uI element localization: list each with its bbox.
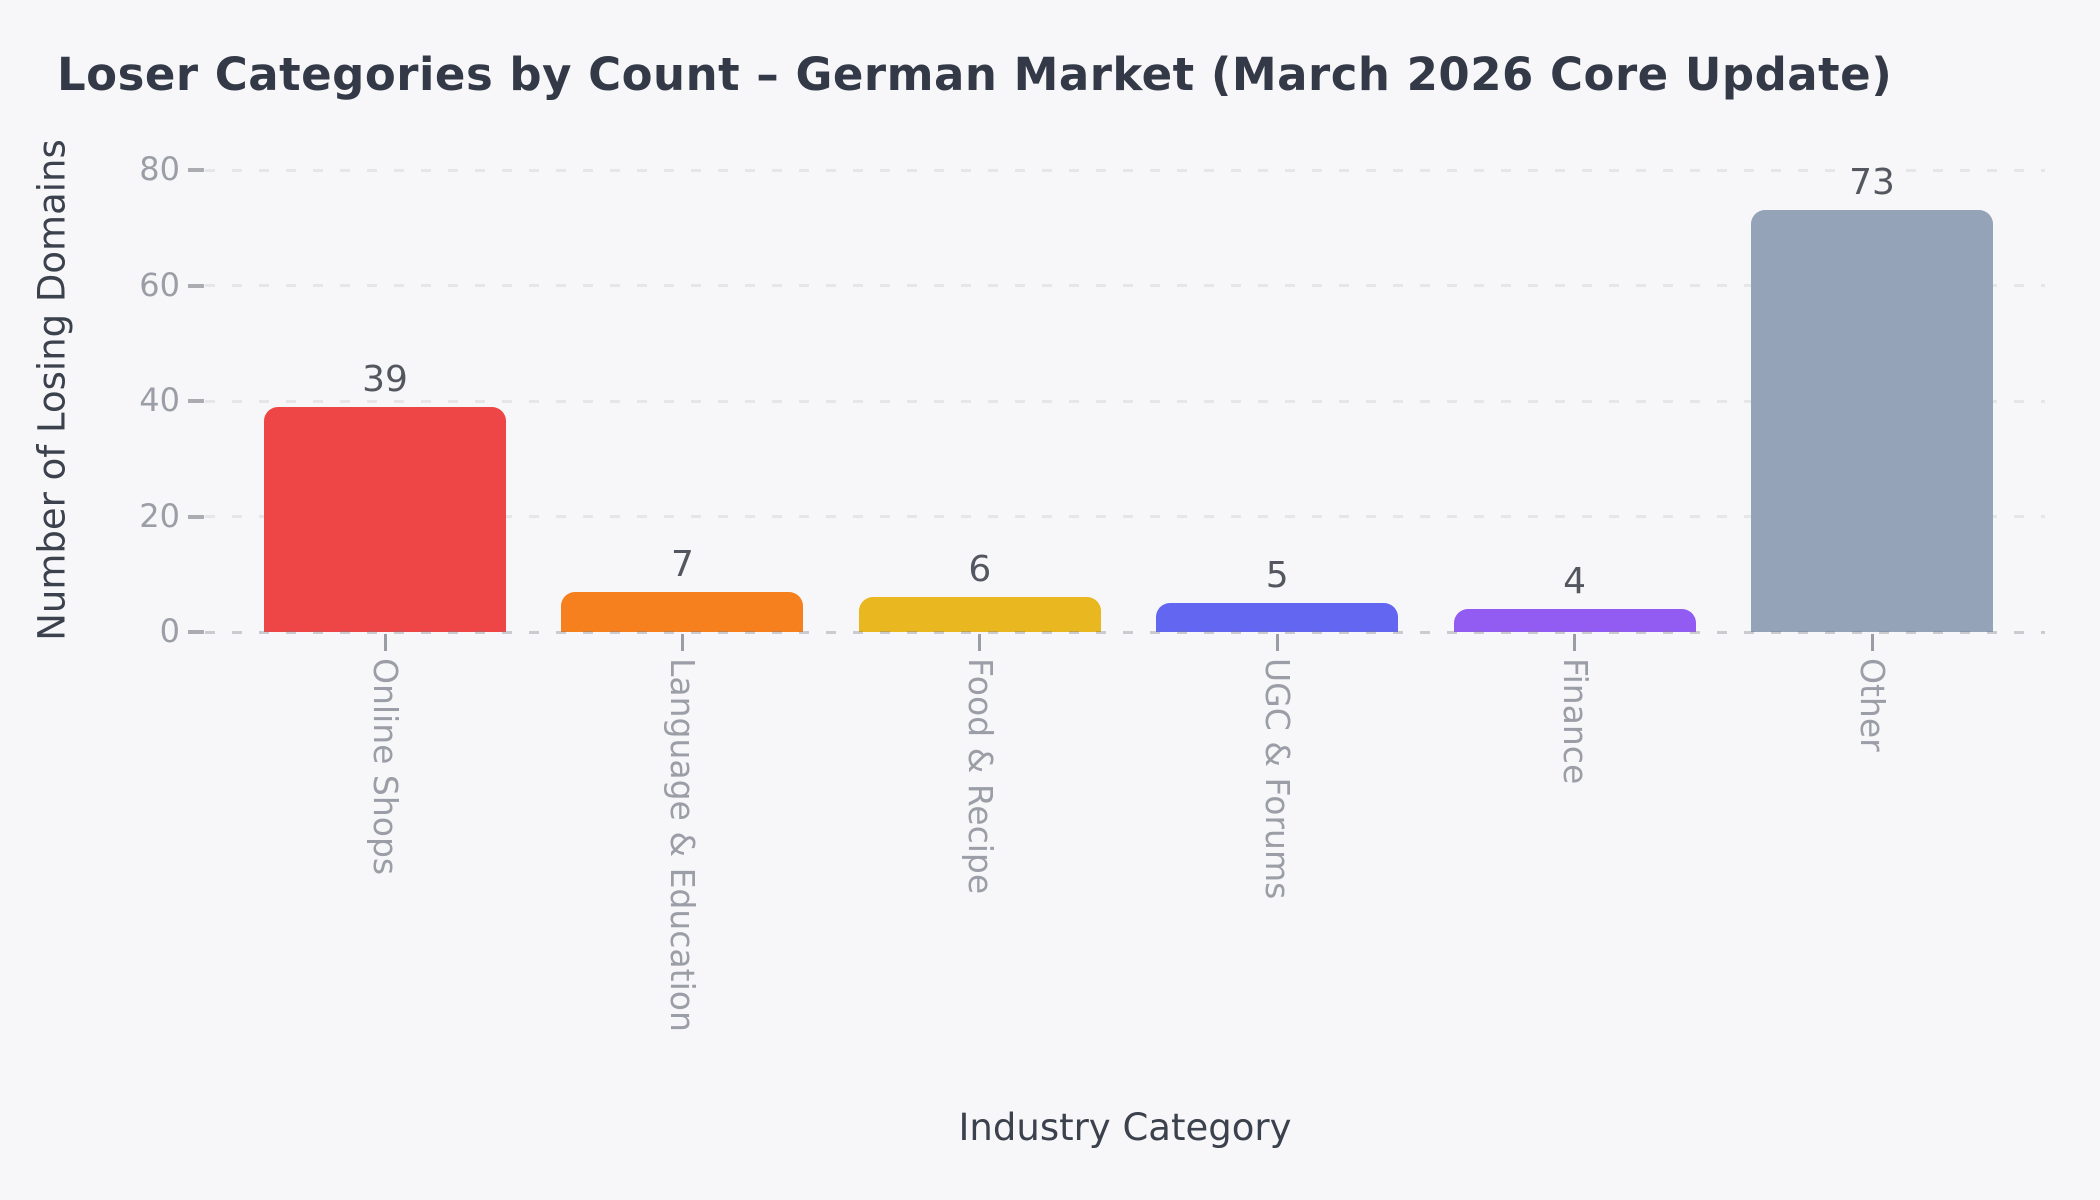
x-tick-mark-finance xyxy=(1573,634,1577,651)
y-tick-label-0: 0 xyxy=(159,612,180,650)
y-tick-mark-20 xyxy=(188,514,204,519)
y-tick-label-60: 60 xyxy=(139,265,180,304)
gridline-20 xyxy=(205,515,2045,518)
y-tick-label-40: 40 xyxy=(139,381,180,419)
gridline-80 xyxy=(205,168,2045,172)
x-tick-mark-other xyxy=(1870,634,1874,651)
x-tick-mark-language-education xyxy=(680,634,684,651)
y-tick-mark-60 xyxy=(188,283,204,288)
x-tick-mark-ugc-forums xyxy=(1275,634,1279,651)
category-label-other: Other xyxy=(1853,658,1892,752)
bar-other xyxy=(1751,210,1993,632)
gridline-60 xyxy=(205,284,2045,287)
chart-title: Loser Categories by Count – German Marke… xyxy=(57,48,1893,101)
value-label-other: 73 xyxy=(1849,162,1895,204)
value-label-ugc-forums: 5 xyxy=(1265,555,1289,597)
value-label-language-education: 7 xyxy=(670,543,694,585)
category-label-online-shops: Online Shops xyxy=(366,658,405,876)
y-tick-label-80: 80 xyxy=(139,150,180,188)
bar-finance xyxy=(1453,608,1696,632)
bar-food-recipe xyxy=(858,597,1101,632)
bar-language-education xyxy=(561,591,804,632)
y-tick-mark-40 xyxy=(188,399,204,403)
category-label-language-education: Language & Education xyxy=(663,658,703,1032)
category-label-finance: Finance xyxy=(1555,658,1595,785)
x-tick-mark-online-shops xyxy=(383,634,387,651)
gridline-40 xyxy=(205,399,2045,403)
y-tick-mark-80 xyxy=(188,168,204,172)
x-axis-label: Industry Category xyxy=(958,1106,1292,1149)
value-label-finance: 4 xyxy=(1563,560,1587,602)
y-tick-mark-0 xyxy=(188,630,204,634)
bar-online-shops xyxy=(264,406,506,632)
category-label-food-recipe: Food & Recipe xyxy=(960,658,1000,895)
y-tick-label-20: 20 xyxy=(139,496,180,535)
bar-ugc-forums xyxy=(1156,603,1399,632)
x-tick-mark-food-recipe xyxy=(978,634,982,651)
baseline-gridline xyxy=(205,630,2045,634)
value-label-food-recipe: 6 xyxy=(968,549,992,591)
category-label-ugc-forums: UGC & Forums xyxy=(1258,658,1298,900)
value-label-online-shops: 39 xyxy=(362,358,408,400)
